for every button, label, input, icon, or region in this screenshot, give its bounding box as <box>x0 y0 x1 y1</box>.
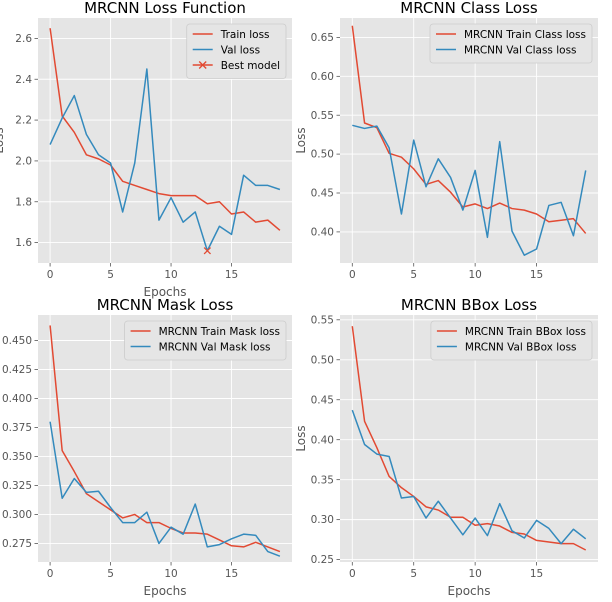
chart-title: MRCNN Class Loss <box>400 0 538 17</box>
val-loss-line <box>351 409 587 545</box>
y-tick-label: 2.0 <box>15 156 32 168</box>
x-tick-label: 10 <box>164 269 177 281</box>
chart-title: MRCNN Mask Loss <box>97 296 234 314</box>
chart-mask-loss: 0 5 10 15 0.275 0.300 0.325 0.350 0.375 0.400 0.42… <box>2 296 292 598</box>
y-tick-label: 0.45 <box>311 394 334 406</box>
val-loss-line <box>49 68 281 252</box>
y-tick-label: 0.25 <box>311 554 334 566</box>
y-tick-label: 0.50 <box>311 354 334 366</box>
x-tick-label: 15 <box>225 269 238 281</box>
y-tick-label: 0.400 <box>2 393 32 405</box>
x-tick-label: 15 <box>530 568 543 580</box>
x-tick-label: 5 <box>410 568 417 580</box>
chart-title: MRCNN BBox Loss <box>401 296 537 314</box>
legend-label: MRCNN Train Class loss <box>464 29 586 41</box>
legend-entry-train: MRCNN Train Mask loss <box>130 326 280 338</box>
legend-entry-train: Train loss <box>192 29 270 41</box>
legend-entry-val: MRCNN Val Mask loss <box>130 341 271 353</box>
x-tick-label: 5 <box>107 568 114 580</box>
x-tick-label: 15 <box>530 269 543 281</box>
best-model-marker <box>203 247 211 255</box>
legend: Train loss Val loss Best model <box>186 23 287 79</box>
train-loss-line <box>49 325 281 553</box>
legend: MRCNN Train Mask loss MRCNN Val Mask loss <box>124 320 287 361</box>
y-tick-label: 0.55 <box>311 110 334 122</box>
x-tick-label: 5 <box>107 269 114 281</box>
legend-entry-best-model: Best model <box>192 60 280 72</box>
y-tick-label: 0.425 <box>2 364 32 376</box>
y-axis-label: Loss <box>294 127 308 153</box>
y-tick-label: 1.6 <box>15 237 32 249</box>
legend: MRCNN Train BBox loss MRCNN Val BBox loss <box>430 320 593 361</box>
x-tick-label: 5 <box>410 269 417 281</box>
y-tick-label: 0.40 <box>311 434 334 446</box>
y-tick-label: 2.2 <box>15 115 32 127</box>
legend-entry-train: MRCNN Train BBox loss <box>436 326 586 338</box>
y-tick-label: 0.30 <box>311 514 334 526</box>
legend-label: MRCNN Val Mask loss <box>159 341 271 353</box>
y-axis-label: Loss <box>0 127 6 153</box>
y-tick-label: 2.6 <box>15 33 32 45</box>
x-axis-label: Epochs <box>144 285 187 299</box>
y-tick-label: 0.325 <box>2 480 32 492</box>
legend-entry-val: MRCNN Val BBox loss <box>436 341 577 353</box>
x-tick-label: 0 <box>47 269 54 281</box>
legend-box <box>124 320 287 361</box>
y-tick-label: 0.55 <box>311 314 334 326</box>
x-tick-label: 10 <box>164 568 177 580</box>
legend-label: MRCNN Val Class loss <box>464 44 577 56</box>
y-tick-label: 0.275 <box>2 538 32 550</box>
y-tick-label: 0.65 <box>311 32 334 44</box>
x-tick-label: 0 <box>349 269 356 281</box>
y-tick-label: 0.375 <box>2 422 32 434</box>
x-tick-label: 10 <box>468 269 481 281</box>
x-axis-label: Epochs <box>448 584 491 598</box>
x-tick-label: 10 <box>468 568 481 580</box>
best-model-marker-stroke <box>203 247 211 255</box>
y-tick-label: 0.450 <box>2 335 32 347</box>
legend-box <box>430 320 593 361</box>
y-tick-label: 1.8 <box>15 196 32 208</box>
legend-label: Train loss <box>220 29 270 41</box>
x-axis-label: Epochs <box>144 584 187 598</box>
legend-label: MRCNN Train BBox loss <box>465 326 586 338</box>
legend-label: MRCNN Val BBox loss <box>465 341 577 353</box>
legend-label: Val loss <box>221 44 260 56</box>
y-tick-label: 0.350 <box>2 451 32 463</box>
y-tick-label: 2.4 <box>15 74 32 86</box>
y-tick-label: 0.300 <box>2 509 32 521</box>
val-loss-line <box>352 124 587 256</box>
chart-bbox-loss: 0 5 10 15 0.25 0.30 0.35 0.40 0.45 0.50 0.55 MRCNN … <box>294 296 598 598</box>
legend-entry-train: MRCNN Train Class loss <box>436 29 586 41</box>
train-loss-line <box>351 326 587 551</box>
y-axis-label: Loss <box>294 425 308 451</box>
legend-entry-val: MRCNN Val Class loss <box>436 44 577 56</box>
train-loss-line <box>49 28 281 231</box>
val-loss-line <box>49 421 281 557</box>
y-tick-label: 0.45 <box>311 188 334 200</box>
chart-loss-function: 0 5 10 15 1.6 1.8 2.0 2.2 2.4 2.6 MRCNN Loss Funct… <box>0 0 292 299</box>
legend-label: MRCNN Train Mask loss <box>159 326 280 338</box>
y-tick-label: 0.50 <box>311 149 334 161</box>
legend-box <box>429 23 593 64</box>
legend-swatch-marker <box>198 61 207 69</box>
train-loss-line <box>351 25 587 234</box>
legend-entry-val: Val loss <box>192 44 260 56</box>
x-tick-label: 15 <box>225 568 238 580</box>
y-tick-label: 0.40 <box>311 226 334 238</box>
chart-title: MRCNN Loss Function <box>84 0 246 17</box>
legend-label: Best model <box>221 60 280 72</box>
y-tick-label: 0.35 <box>311 474 334 486</box>
x-tick-label: 0 <box>47 568 54 580</box>
legend: MRCNN Train Class loss MRCNN Val Class lo… <box>429 23 593 64</box>
y-tick-label: 0.60 <box>311 71 334 83</box>
x-tick-label: 0 <box>349 568 356 580</box>
chart-class-loss: 0 5 10 15 0.40 0.45 0.50 0.55 0.60 0.65 MRCNN Clas… <box>294 0 598 281</box>
